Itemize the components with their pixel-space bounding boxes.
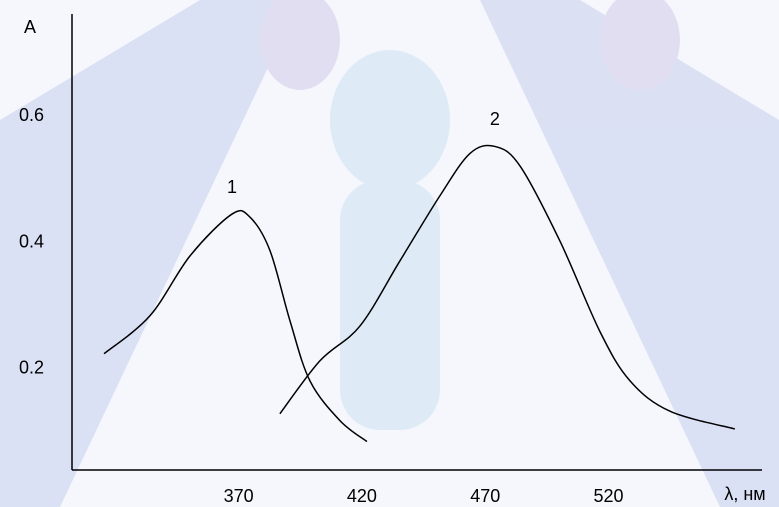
watermark-shape	[340, 180, 440, 430]
curve-label: 2	[490, 109, 500, 129]
y-tick-label: 0.2	[19, 358, 44, 378]
watermark-shape	[330, 50, 450, 190]
page: A λ, нм 0.20.40.637042047052012 (() => {…	[0, 0, 779, 507]
x-tick-label: 470	[470, 486, 500, 506]
y-axis-label: A	[24, 17, 36, 37]
x-tick-label: 420	[347, 486, 377, 506]
x-tick-label: 520	[593, 486, 623, 506]
y-tick-label: 0.6	[19, 105, 44, 125]
x-tick-label: 370	[224, 486, 254, 506]
y-tick-label: 0.4	[19, 231, 44, 251]
curve-label: 1	[227, 177, 237, 197]
chart: A λ, нм 0.2 0.4 0.6 370 420 470 520 1 2	[0, 0, 779, 507]
x-axis-label: λ, нм	[724, 484, 765, 504]
